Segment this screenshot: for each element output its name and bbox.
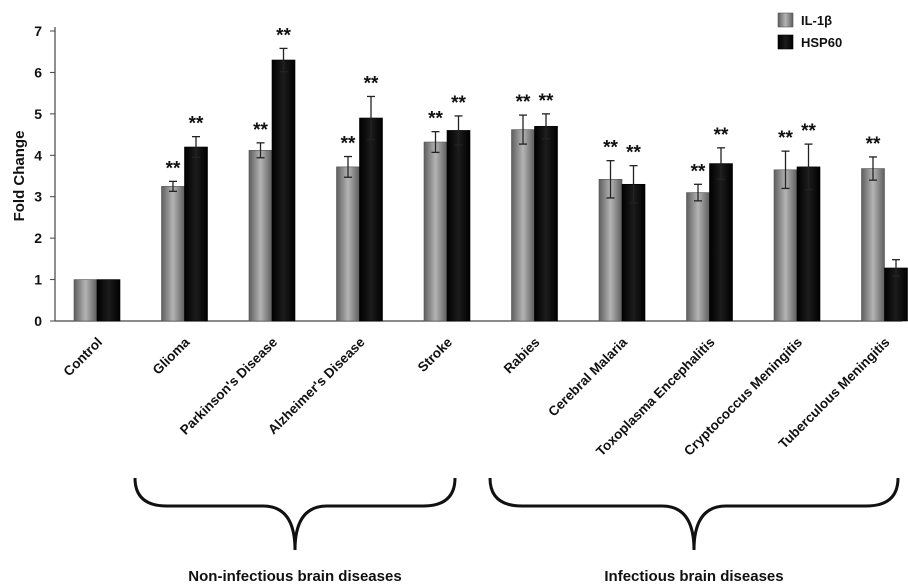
significance-label: ** xyxy=(276,25,291,46)
group-brace xyxy=(133,477,457,551)
bar xyxy=(709,163,733,322)
bar xyxy=(534,125,558,322)
y-tick-label: 4 xyxy=(34,147,42,163)
significance-label: ** xyxy=(603,138,618,159)
bar xyxy=(359,117,383,322)
category-label: Alzheimer's Disease xyxy=(265,334,368,437)
legend-swatch xyxy=(777,34,794,50)
legend-swatch xyxy=(777,12,794,28)
y-tick-label: 3 xyxy=(34,189,42,205)
significance-label: ** xyxy=(166,158,181,179)
legend-label: IL-1β xyxy=(801,13,832,28)
significance-label: ** xyxy=(341,134,356,155)
bar xyxy=(446,130,471,322)
category-label: Parkinson's Disease xyxy=(177,334,280,437)
significance-label: ** xyxy=(539,91,554,112)
significance-markers: ** ** ** ** ** ** ** ** ** ** ** ** ** ** ** ** ** xyxy=(166,25,881,182)
bar xyxy=(511,129,535,322)
significance-label: ** xyxy=(626,143,641,164)
y-tick-label: 2 xyxy=(34,230,42,246)
y-tick-label: 6 xyxy=(34,64,42,80)
y-tick-label: 7 xyxy=(34,23,42,39)
category-label: Control xyxy=(61,335,106,380)
group-brace xyxy=(488,477,900,551)
category-label: Rabies xyxy=(501,335,543,377)
bar xyxy=(598,179,623,322)
bar xyxy=(686,192,710,322)
significance-label: ** xyxy=(516,92,531,113)
bar xyxy=(423,141,448,322)
bar xyxy=(271,59,296,322)
bar xyxy=(184,146,208,322)
significance-label: ** xyxy=(451,93,466,114)
significance-label: ** xyxy=(778,128,793,149)
bar xyxy=(336,166,360,322)
bar xyxy=(861,168,885,322)
significance-label: ** xyxy=(714,125,729,146)
y-axis-title: Fold Change xyxy=(11,131,28,222)
bar xyxy=(73,279,98,322)
bar xyxy=(773,169,798,322)
group-braces: Non-infectious brain diseases Infectious … xyxy=(133,477,900,585)
error-bars xyxy=(169,47,900,277)
bar xyxy=(161,186,185,322)
bars xyxy=(73,59,908,322)
bar xyxy=(248,150,273,322)
y-tick-label: 0 xyxy=(34,313,42,329)
category-label: Cerebral Malaria xyxy=(545,334,630,419)
group-label: Infectious brain diseases xyxy=(604,568,783,585)
group-label: Non-infectious brain diseases xyxy=(188,568,401,585)
significance-label: ** xyxy=(189,114,204,135)
category-label: Stroke xyxy=(415,334,456,375)
significance-label: ** xyxy=(253,120,268,141)
bar xyxy=(96,279,121,322)
bar xyxy=(621,183,646,322)
significance-label: ** xyxy=(801,121,816,142)
significance-label: ** xyxy=(866,134,881,155)
significance-label: ** xyxy=(428,109,443,130)
category-label: Glioma xyxy=(150,334,193,377)
legend: IL-1β HSP60 xyxy=(777,12,842,50)
legend-label: HSP60 xyxy=(801,35,842,50)
y-tick-label: 1 xyxy=(34,272,42,288)
significance-label: ** xyxy=(691,161,706,182)
significance-label: ** xyxy=(364,73,379,94)
y-tick-label: 5 xyxy=(34,106,42,122)
